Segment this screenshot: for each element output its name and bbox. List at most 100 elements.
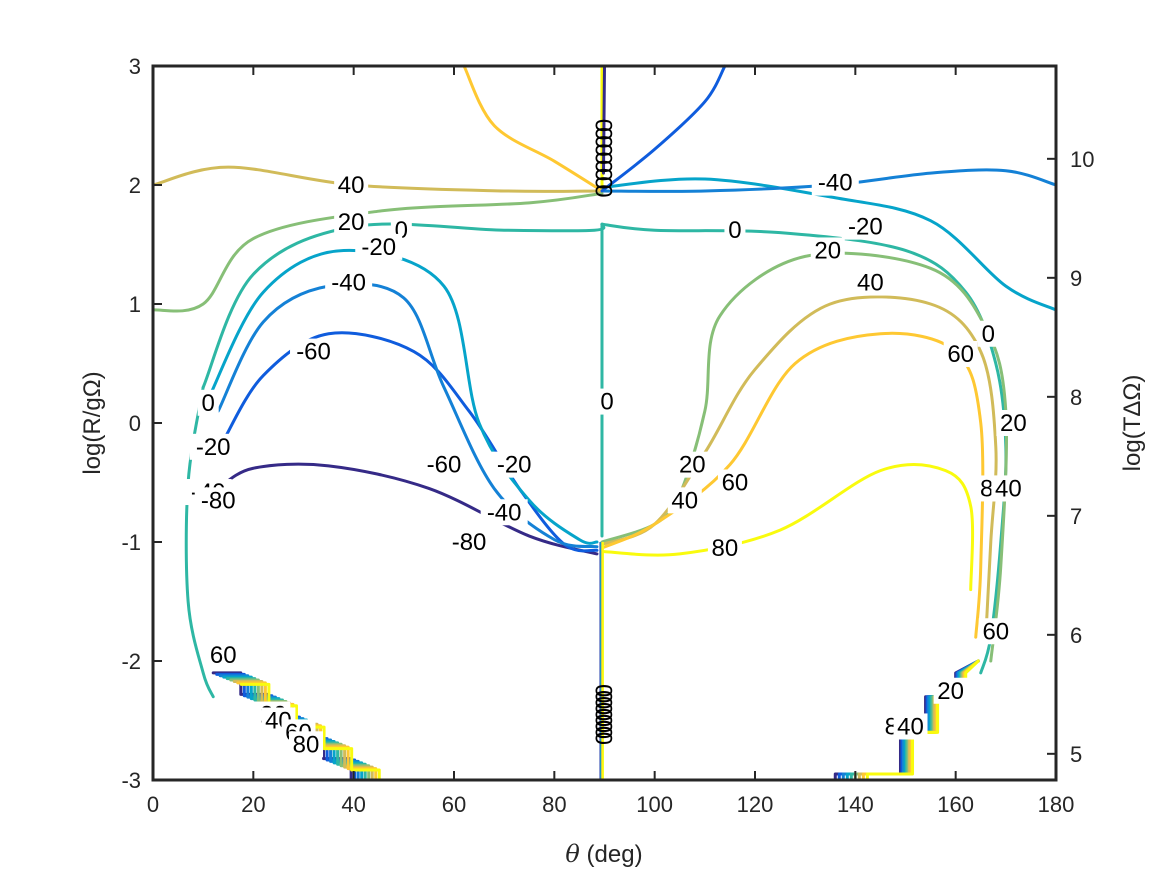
contour-label: 60 <box>982 618 1009 645</box>
cluster-label: 0 <box>590 152 617 165</box>
cluster-label: 0 <box>590 684 617 697</box>
y-tick-label: 0 <box>129 411 141 436</box>
contour-label-bg <box>194 487 242 514</box>
contour-label: 20 <box>814 237 841 264</box>
x-tick-label: 140 <box>837 792 874 817</box>
axes: 0 20 40 60 80 100 120 140 160 180-3-2-10123567891… <box>121 54 1094 817</box>
y-right-tick-label: 9 <box>1070 266 1082 291</box>
contour-line--80 <box>601 64 606 175</box>
contour-label-bg <box>977 320 999 347</box>
contour-label-bg <box>667 487 702 514</box>
y-right-tick-label: 5 <box>1070 742 1082 767</box>
contour-label-bg <box>991 475 1026 502</box>
contour-label: 40 <box>338 172 365 199</box>
contour-line--80 <box>216 462 599 556</box>
contour-label: 80 <box>293 731 320 758</box>
contour-label-bg <box>596 388 618 415</box>
contour-line--60 <box>600 64 727 193</box>
cluster-label: 0 <box>590 732 617 745</box>
contour-line-20 <box>600 251 1008 663</box>
cluster-label: 0 <box>590 702 617 715</box>
contour-label-bg <box>334 172 369 198</box>
contour-label-bg <box>325 269 373 296</box>
contour-label-bg <box>893 713 928 740</box>
y-tick-label: -3 <box>121 768 141 793</box>
contour-label: 20 <box>679 452 706 479</box>
contour-label: 0 <box>728 217 741 244</box>
x-tick-label: 100 <box>636 792 673 817</box>
y-right-tick-label: 8 <box>1070 385 1082 410</box>
contour-line-80 <box>600 463 975 592</box>
contour-label-bg <box>675 451 710 478</box>
contour-label-bg <box>853 269 888 296</box>
y-axis-title: log(R/gΩ) <box>79 371 106 474</box>
contour-label-bg <box>445 529 493 555</box>
contour-label-bg <box>707 534 742 561</box>
contour-label: -60 <box>296 339 331 366</box>
contour-label-bg <box>724 217 746 244</box>
cluster-label: 0 <box>590 690 617 703</box>
x-tick-label: 80 <box>542 792 566 817</box>
contour-label: 60 <box>210 642 237 669</box>
contour-label-bg <box>841 213 889 240</box>
cluster-label: 0 <box>590 127 617 140</box>
y-tick-label: 1 <box>129 292 141 317</box>
contour-label-bg <box>290 338 338 365</box>
contour-line-0 <box>201 222 606 389</box>
contour-label-bg <box>334 208 369 235</box>
contour-line-60 <box>462 64 604 193</box>
contour-line--60 <box>221 331 599 553</box>
cluster-label: 0 <box>590 726 617 739</box>
y-tick-label: 3 <box>129 54 141 79</box>
contour-label: -80 <box>201 487 236 514</box>
y-axis-right-title: log(TΔΩ) <box>1119 375 1146 472</box>
contour-label-bg <box>978 618 1013 645</box>
x-tick-label: 60 <box>442 792 466 817</box>
contour-label-bg <box>420 451 468 478</box>
contour-line-60 <box>600 331 985 639</box>
cluster-label: 0 <box>590 168 617 181</box>
contour-label-bg <box>943 340 978 367</box>
contour-label: 20 <box>338 209 365 236</box>
cluster-label: 0 <box>590 119 617 132</box>
x-axis-symbol: θ <box>565 840 580 868</box>
contour-label-bg <box>480 499 528 526</box>
contour-label-bg <box>197 389 219 416</box>
contour-label: 60 <box>947 341 974 368</box>
x-axis-title: θ (deg) <box>565 840 642 868</box>
y-right-tick-label: 10 <box>1070 147 1094 172</box>
contour-line--20 <box>206 248 599 545</box>
contour-label: -20 <box>848 214 883 241</box>
y-right-tick-label: 7 <box>1070 504 1082 529</box>
cluster-label: 0 <box>590 184 617 197</box>
contour-label: -80 <box>452 529 487 556</box>
cluster-label: 0 <box>590 143 617 156</box>
contour-line-20 <box>151 191 604 313</box>
contour-label: -40 <box>331 270 366 297</box>
staircase-left-80 <box>239 682 381 782</box>
contour-label: 80 <box>712 535 739 562</box>
contour-label: -20 <box>497 452 532 479</box>
y-right-tick-label: 6 <box>1070 623 1082 648</box>
x-tick-label: 160 <box>937 792 974 817</box>
contour-label-bg <box>717 469 752 496</box>
contour-label-bg <box>490 451 538 478</box>
contour-label: -20 <box>361 234 396 261</box>
contour-label-bg <box>810 237 845 264</box>
x-axis-unit: (deg) <box>580 841 643 868</box>
contour-line-0 <box>600 222 1008 675</box>
contour-label: 40 <box>995 475 1022 502</box>
contour-label: 0 <box>600 389 613 416</box>
contour-label-bg <box>206 642 241 669</box>
contour-label: 40 <box>897 713 924 740</box>
contour-label: 0 <box>982 321 995 348</box>
cluster-label: 0 <box>590 708 617 721</box>
contour-label: -20 <box>196 434 231 461</box>
contour-label-bg <box>355 233 403 260</box>
contour-label: 20 <box>937 678 964 705</box>
y-tick-label: -1 <box>121 530 141 555</box>
contour-label-bg <box>996 410 1031 436</box>
cluster-label: 0 <box>590 696 617 709</box>
contour-label: 0 <box>202 390 215 417</box>
x-tick-label: 180 <box>1038 792 1075 817</box>
